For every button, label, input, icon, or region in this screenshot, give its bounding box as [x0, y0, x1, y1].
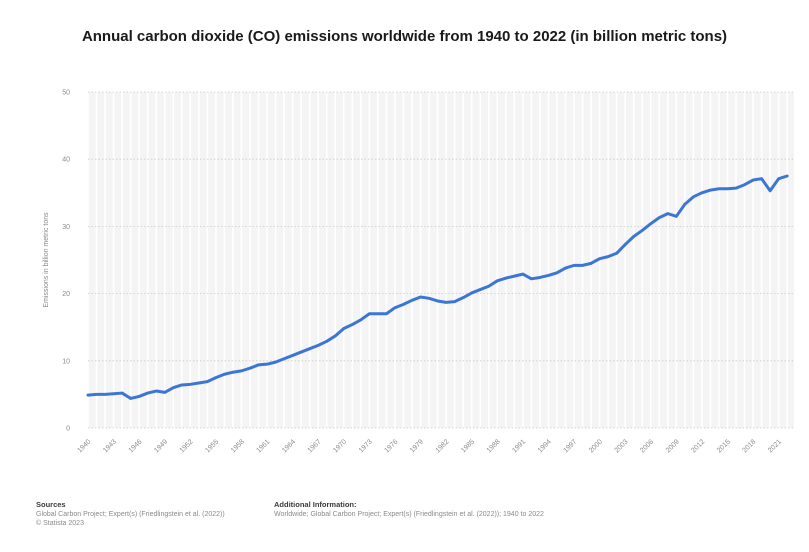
y-tick-label: 20 — [62, 291, 70, 298]
x-tick-label: 1955 — [204, 438, 220, 454]
x-tick-label: 1961 — [256, 438, 272, 454]
plot-area — [88, 92, 794, 428]
x-tick-label: 2000 — [588, 438, 604, 454]
chart-title: Annual carbon dioxide (CO) emissions wor… — [81, 28, 728, 45]
x-tick-label: 1991 — [511, 438, 527, 454]
line-chart: 0 10 20 30 40 50 1940 1943 1946 1949 1952 1955 1958… — [43, 90, 794, 454]
x-tick-label: 2006 — [639, 438, 655, 454]
x-tick-label: 1988 — [486, 438, 502, 454]
y-axis-label: Emissions in billion metric tons — [43, 212, 50, 308]
x-tick-label: 2015 — [716, 438, 732, 454]
x-tick-label: 2009 — [665, 438, 681, 454]
x-tick-label: 2012 — [690, 438, 706, 454]
additional-info-block: Additional Information: Worldwide; Globa… — [274, 500, 794, 519]
x-tick-label: 1958 — [230, 438, 246, 454]
horizontal-gridlines — [88, 91, 794, 429]
vertical-gridlines — [87, 92, 788, 428]
x-tick-label: 1973 — [358, 438, 374, 454]
y-tick-label: 0 — [66, 426, 70, 433]
x-tick-label: 1976 — [383, 438, 399, 454]
y-tick-label: 10 — [62, 358, 70, 365]
y-axis-ticks: 0 10 20 30 40 50 — [62, 90, 70, 433]
x-tick-label: 1994 — [537, 438, 553, 454]
x-tick-label: 2003 — [614, 438, 630, 454]
sources-block: Sources Global Carbon Project; Expert(s)… — [36, 500, 266, 528]
x-tick-label: 2018 — [742, 438, 758, 454]
x-axis-ticks: 1940 1943 1946 1949 1952 1955 1958 1961 1964 1967… — [76, 438, 783, 454]
series-line — [86, 174, 789, 400]
additional-info-heading: Additional Information: — [274, 500, 357, 509]
x-tick-label: 1952 — [179, 438, 195, 454]
sources-text: Global Carbon Project; Expert(s) (Friedl… — [36, 511, 225, 518]
x-tick-label: 1985 — [460, 438, 476, 454]
additional-info-text: Worldwide; Global Carbon Project; Expert… — [274, 511, 544, 518]
x-tick-label: 1949 — [153, 438, 169, 454]
sources-heading: Sources — [36, 500, 66, 509]
x-tick-label: 1964 — [281, 438, 297, 454]
x-tick-label: 1967 — [307, 438, 323, 454]
x-tick-label: 1940 — [76, 438, 92, 454]
y-tick-label: 40 — [62, 157, 70, 164]
x-tick-label: 1982 — [435, 438, 451, 454]
y-tick-label: 50 — [62, 90, 70, 97]
y-tick-label: 30 — [62, 224, 70, 231]
x-tick-label: 1946 — [128, 438, 144, 454]
x-tick-label: 1979 — [409, 438, 425, 454]
x-tick-label: 1943 — [102, 438, 118, 454]
x-tick-label: 2021 — [767, 438, 783, 454]
x-tick-label: 1970 — [332, 438, 348, 454]
copyright-text: © Statista 2023 — [36, 520, 84, 527]
x-tick-label: 1997 — [562, 438, 578, 454]
